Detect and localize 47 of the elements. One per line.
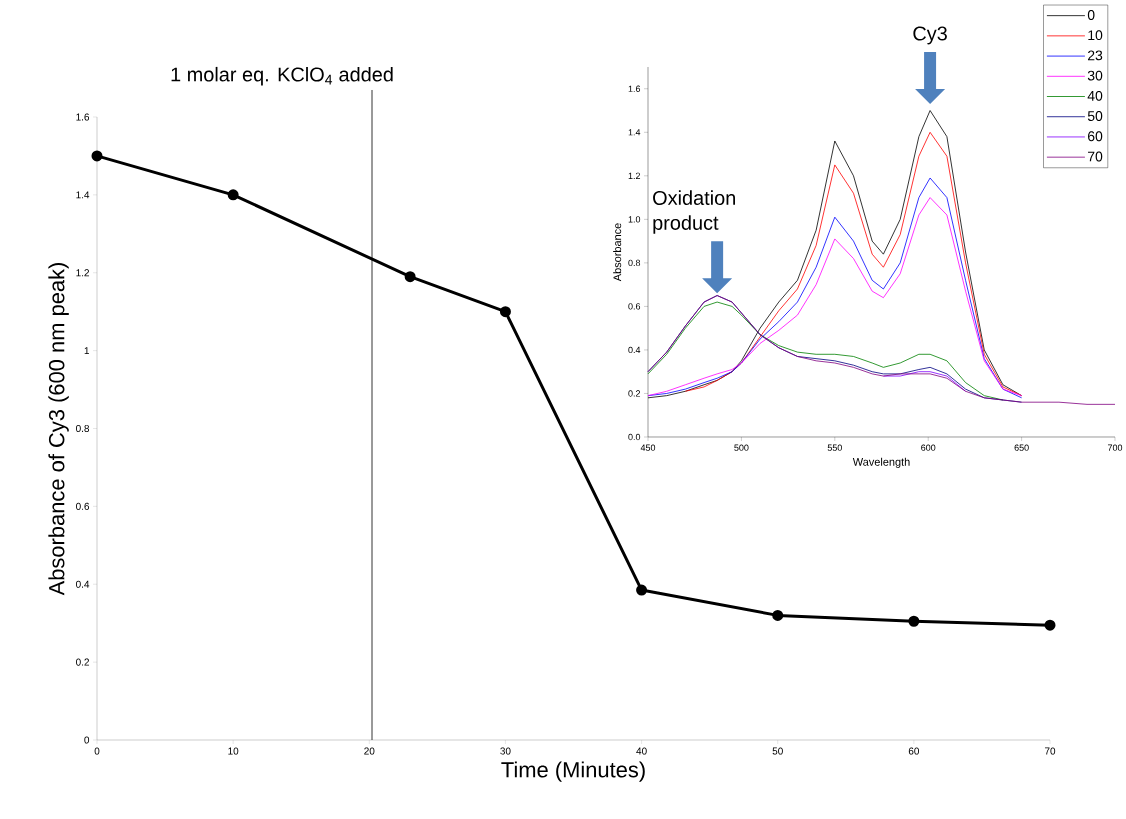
x-axis-title: Time (Minutes) [501,761,645,782]
y-axis-title: Absorbance [613,223,622,282]
y-tick-label: 0 [84,736,90,744]
y-tick-label: 1.2 [628,172,641,179]
x-tick-label: 40 [636,747,647,755]
x-tick-label: 600 [921,444,936,451]
y-tick-label: 1.4 [76,191,90,199]
ref-line-label: 1 molar eq. KClO$_{4}$ added [171,66,393,86]
annotation: Oxidation product [653,190,735,234]
y-tick-label: 1.2 [76,269,89,277]
legend-label: 10 [1088,30,1103,41]
x-tick-label: 0 [94,747,100,755]
y-tick-label: 1 [84,347,89,355]
legend-label: 0 [1087,10,1095,20]
x-tick-label: 700 [1107,444,1123,451]
y-tick-label: 0.2 [628,390,641,397]
x-tick-label: 650 [1014,444,1029,451]
y-tick-label: 0.4 [628,346,641,354]
y-tick-label: 0.0 [628,433,641,441]
x-tick-label: 550 [827,444,842,451]
y-tick-label: 1.0 [628,216,641,223]
y-tick-label: 0.4 [76,580,90,588]
y-tick-label: 1.6 [628,85,641,92]
x-axis-title: Wavelength [852,457,910,468]
y-tick-label: 0.6 [628,303,641,310]
legend-label: 70 [1088,151,1103,162]
y-tick-label: 1.6 [76,113,90,121]
text: Cy3 [913,26,947,45]
legend-label: 40 [1087,90,1103,101]
legend-label: 50 [1087,111,1103,121]
legend-label: 23 [1088,50,1103,61]
legend-label: 60 [1088,131,1103,142]
legend-label: 30 [1087,70,1103,81]
y-tick-label: 0.2 [76,658,89,666]
x-tick-label: 60 [908,747,920,755]
y-tick-label: 0.8 [628,259,641,267]
x-tick-label: 30 [500,747,511,755]
y-tick-label: 0.8 [76,424,90,433]
x-tick-label: 450 [640,444,656,451]
x-tick-label: 50 [772,747,783,755]
x-tick-label: 10 [228,747,239,755]
x-tick-label: 70 [1044,747,1056,755]
x-tick-label: 500 [734,444,749,451]
x-tick-label: 20 [364,747,375,755]
y-tick-label: 0.6 [76,502,90,510]
y-axis-title: Absorbance of Cy3 (600 nm peak) [48,263,69,596]
y-tick-label: 1.4 [628,129,641,136]
